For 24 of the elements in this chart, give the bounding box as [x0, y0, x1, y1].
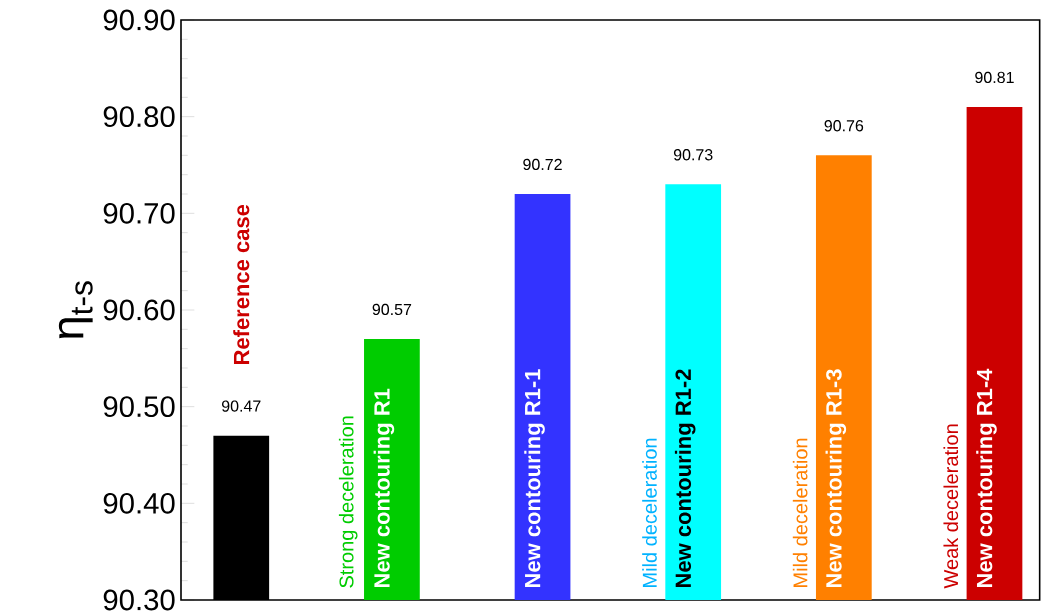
y-tick-label: 90.80 [103, 106, 175, 128]
x-tick-label: New contouring R1 [373, 388, 395, 588]
y-axis-title: η$_{t-s}$ [58, 281, 93, 339]
annotation: Mild deceleration [792, 438, 808, 587]
data-label: 90.57 [372, 303, 412, 316]
y-tick-label: 90.70 [103, 202, 175, 224]
annotation: Strong deceleration [338, 416, 358, 588]
x-tick-label: New contouring R1-4 [976, 368, 997, 588]
x-tick-label: New contouring R1-2 [674, 369, 696, 588]
y-tick-label: 90.50 [103, 396, 175, 418]
data-label: 90.47 [221, 400, 261, 412]
y-tick-label: 90.40 [103, 492, 175, 514]
x-tick-label: New contouring R1-3 [825, 369, 847, 588]
data-label: 90.76 [824, 120, 864, 132]
data-label: 90.72 [523, 158, 562, 171]
y-tick-label: 90.90 [103, 9, 175, 31]
x-tick-label: Reference case [233, 204, 250, 365]
y-tick-label: 90.60 [103, 299, 175, 321]
annotation: Weak deceleration [943, 424, 959, 589]
y-tick-label: 90.30 [103, 589, 175, 611]
annotation: Mild deceleration [642, 438, 657, 587]
data-label: 90.81 [975, 71, 1014, 84]
x-tick-label: New contouring R1-1 [524, 369, 545, 588]
data-label: 90.73 [673, 149, 713, 161]
